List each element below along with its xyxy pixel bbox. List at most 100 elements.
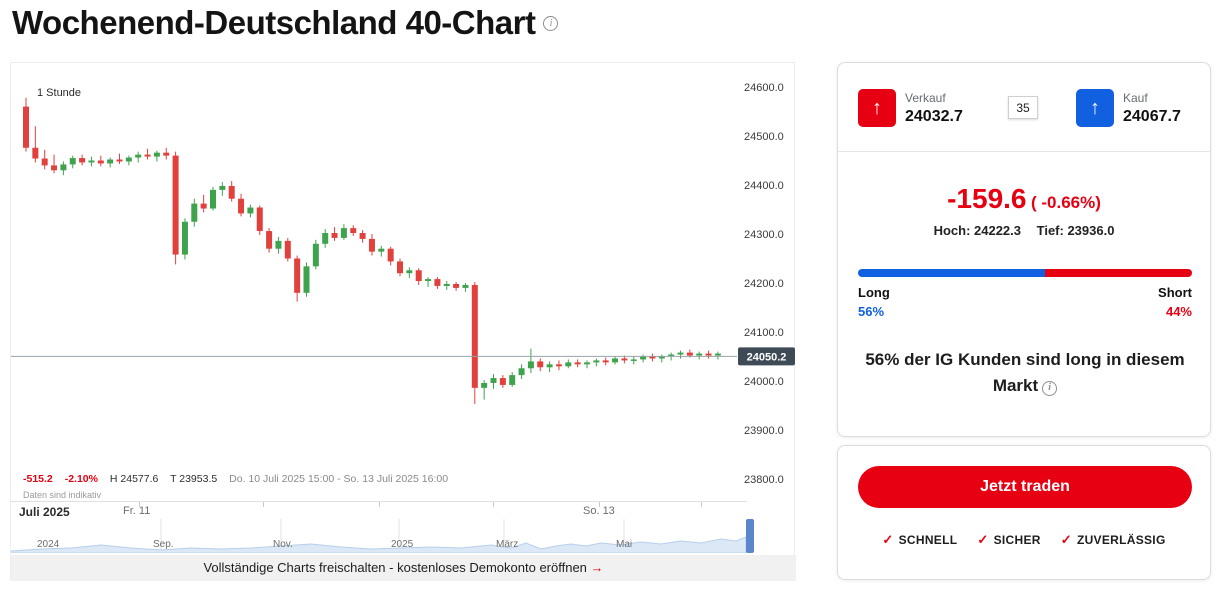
- sentiment-labels: Long Short: [858, 285, 1192, 300]
- candle-down: [555, 364, 562, 367]
- check-icon: ✓: [882, 532, 894, 547]
- high-value: Hoch: 24222.3: [933, 223, 1021, 238]
- candle-up: [69, 158, 76, 165]
- x-axis-tickmark: [701, 502, 702, 507]
- long-percent: 56%: [858, 304, 885, 319]
- candle-up: [378, 248, 385, 252]
- candlestick-chart[interactable]: 24600.0 24500.0 24400.0 24300.0 24200.0 24100…: [11, 63, 796, 501]
- y-axis-label: 24600.0: [744, 82, 784, 94]
- candle-down: [228, 185, 235, 199]
- candle-down: [499, 378, 506, 385]
- deal-ticket-card: ↑ Verkauf 24032.7 35 ↑ Kauf 24067.7 -159…: [837, 62, 1211, 437]
- candle-up: [125, 157, 132, 162]
- candle-up: [322, 233, 329, 244]
- candle-down: [471, 284, 478, 388]
- candle-up: [509, 375, 516, 385]
- sentiment-text-bold: long: [1065, 350, 1102, 369]
- candle-up: [443, 283, 450, 286]
- x-axis-tickmark: [599, 502, 600, 507]
- candle-up: [462, 284, 469, 288]
- chart-navigator[interactable]: 2024 Sep. Nov. 2025 März Mai: [11, 519, 796, 553]
- candle-up: [593, 360, 600, 363]
- feature-fast: ✓ SCHNELL: [882, 532, 957, 548]
- current-price-badge: [738, 347, 795, 366]
- stat-change: -515.2: [23, 473, 53, 485]
- candle-down: [116, 159, 123, 162]
- candle-up: [181, 221, 188, 255]
- candle-down: [453, 283, 460, 288]
- candle-up: [612, 358, 619, 363]
- candle-down: [602, 360, 609, 363]
- candle-down: [331, 233, 338, 238]
- check-icon: ✓: [977, 532, 989, 547]
- candle-down: [238, 198, 245, 214]
- candle-down: [256, 207, 263, 232]
- candle-down: [649, 356, 656, 359]
- x-axis-tickmark: [493, 502, 494, 507]
- candle-down: [79, 158, 86, 163]
- candle-down: [415, 270, 422, 282]
- x-axis-month-label: Juli 2025: [19, 505, 70, 519]
- sentiment-bar-short: [1045, 269, 1192, 277]
- candle-up: [518, 368, 525, 376]
- feature-label: ZUVERLÄSSIG: [1076, 533, 1166, 547]
- y-axis-label: 23800.0: [744, 474, 784, 486]
- candle-down: [163, 152, 170, 156]
- sentiment-text-suffix: in diesem Markt: [992, 350, 1185, 395]
- sell-label: Verkauf: [905, 91, 946, 105]
- page-header: Wochenend-Deutschland 40-Chart i: [12, 4, 559, 42]
- navigator-area: [11, 536, 747, 553]
- candle-up: [107, 159, 114, 164]
- candle-up: [490, 378, 497, 383]
- title-info-icon[interactable]: i: [543, 15, 559, 31]
- feature-reliable: ✓ ZUVERLÄSSIG: [1061, 532, 1166, 548]
- navigator-label: Nov.: [273, 539, 293, 550]
- page-title: Wochenend-Deutschland 40-Chart: [12, 4, 536, 41]
- x-axis-tickmark: [379, 502, 380, 507]
- divider: [838, 151, 1210, 152]
- cta-card: Jetzt traden ✓ SCHNELL ✓ SICHER ✓ ZUVERL…: [837, 445, 1211, 580]
- buy-price-block[interactable]: ↑ Kauf 24067.7: [1076, 89, 1181, 127]
- data-disclaimer: Daten sind indikativ: [23, 490, 102, 500]
- spread-value: 35: [1008, 96, 1038, 119]
- sentiment-text-prefix: 56% der IG Kunden sind: [865, 350, 1066, 369]
- feature-badges: ✓ SCHNELL ✓ SICHER ✓ ZUVERLÄSSIG: [838, 532, 1210, 548]
- navigator-label: 2024: [37, 539, 60, 550]
- feature-safe: ✓ SICHER: [977, 532, 1040, 548]
- feature-label: SCHNELL: [898, 533, 958, 547]
- candle-up: [640, 356, 647, 360]
- candle-up: [546, 364, 553, 368]
- candle-up: [275, 240, 282, 249]
- candle-up: [60, 164, 67, 171]
- current-price-badge-text: 24050.2: [747, 351, 787, 363]
- candle-up: [247, 207, 254, 214]
- sentiment-info-icon[interactable]: i: [1042, 380, 1058, 396]
- candle-down: [574, 362, 581, 365]
- candle-down: [387, 248, 394, 262]
- unlock-banner[interactable]: Vollständige Charts freischalten - koste…: [11, 555, 796, 581]
- sentiment-bar-long: [858, 269, 1046, 277]
- candle-down: [23, 106, 29, 148]
- stat-low: T 23953.5: [170, 473, 218, 485]
- candle-down: [266, 231, 273, 249]
- candle-up: [668, 354, 675, 357]
- sell-price-block[interactable]: ↑ Verkauf 24032.7: [858, 89, 963, 127]
- candle-up: [630, 359, 637, 361]
- candle-down: [397, 261, 403, 274]
- y-axis-label: 24000.0: [744, 376, 784, 388]
- candle-down: [368, 238, 375, 252]
- check-icon: ✓: [1060, 532, 1072, 547]
- candle-down: [144, 154, 151, 157]
- y-axis-label: 24400.0: [744, 180, 784, 192]
- trade-now-button[interactable]: Jetzt traden: [858, 466, 1192, 508]
- candle-up: [135, 154, 142, 158]
- candle-down: [537, 361, 544, 368]
- navigator-handle[interactable]: [746, 519, 754, 553]
- candle-up: [677, 352, 684, 355]
- candle-up: [153, 152, 160, 157]
- y-axis-label: 24300.0: [744, 229, 784, 241]
- candle-down: [434, 279, 441, 286]
- candle-down: [200, 203, 207, 209]
- candle-up: [658, 356, 665, 359]
- sentiment-percentages: 56% 44%: [858, 304, 1192, 319]
